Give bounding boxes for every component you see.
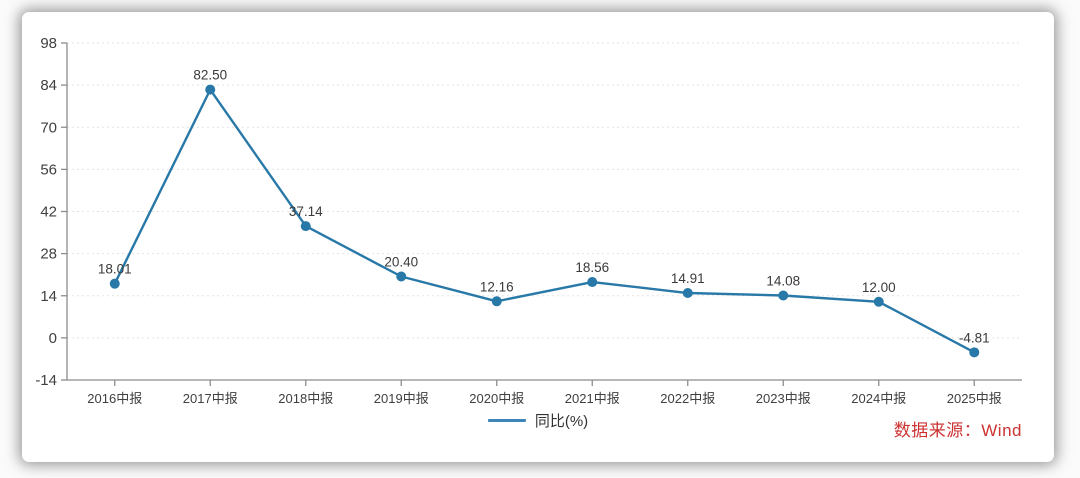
data-label: 12.00	[862, 280, 896, 295]
legend-label: 同比(%)	[534, 413, 589, 430]
data-label: 82.50	[193, 68, 227, 83]
data-label: 37.14	[289, 204, 323, 219]
data-label: 14.08	[766, 274, 800, 289]
x-tick-label: 2024中报	[851, 391, 906, 406]
y-tick-label: 0	[49, 330, 57, 347]
chart-card: 98 84 70 56 42 28 14 0 -14 2016中报 2017中报 2018中报 2019…	[22, 12, 1054, 462]
series-line	[113, 88, 976, 354]
data-point	[682, 288, 693, 299]
data-source-label: 数据来源：Wind	[893, 421, 1022, 440]
x-tick-label: 2022中报	[660, 391, 715, 406]
data-label: 18.01	[98, 262, 132, 277]
chart-canvas: 98 84 70 56 42 28 14 0 -14 2016中报 2017中报 2018中报 2019…	[35, 35, 1022, 406]
data-point	[300, 221, 311, 232]
x-tick-label: 2021中报	[565, 391, 620, 406]
data-point	[969, 347, 980, 358]
y-tick-label: 14	[40, 288, 57, 305]
x-tick-label: 2018中报	[278, 391, 333, 406]
y-tick-label: -14	[35, 372, 57, 389]
data-point	[587, 277, 598, 288]
data-label: 14.91	[671, 271, 705, 286]
y-tick-label: 70	[40, 119, 57, 136]
x-tick-label: 2023中报	[756, 391, 811, 406]
line-chart: 98 84 70 56 42 28 14 0 -14 2016中报 2017中报 2018中报 2019…	[22, 12, 1054, 412]
x-tick-label: 2016中报	[87, 391, 142, 406]
data-point	[109, 278, 120, 289]
legend-line-swatch	[487, 419, 526, 422]
data-point	[396, 271, 407, 282]
x-tick-label: 2017中报	[183, 391, 238, 406]
x-tick-label: 2025中报	[947, 391, 1002, 406]
data-label: 12.16	[480, 279, 514, 294]
x-tick-label: 2019中报	[374, 391, 429, 406]
data-point	[491, 296, 502, 307]
data-label: 18.56	[575, 260, 609, 275]
y-tick-label: 42	[40, 204, 57, 221]
y-tick-label: 56	[40, 161, 57, 178]
data-point	[873, 296, 884, 307]
y-tick-label: 84	[40, 77, 57, 94]
legend: 同比(%)	[22, 410, 1054, 431]
data-label: -4.81	[959, 330, 990, 345]
y-tick-label: 28	[40, 246, 57, 263]
y-tick-label: 98	[40, 35, 57, 52]
data-label: 20.40	[384, 254, 418, 269]
x-tick-label: 2020中报	[469, 391, 524, 406]
data-point	[778, 290, 789, 301]
data-point	[205, 84, 216, 95]
